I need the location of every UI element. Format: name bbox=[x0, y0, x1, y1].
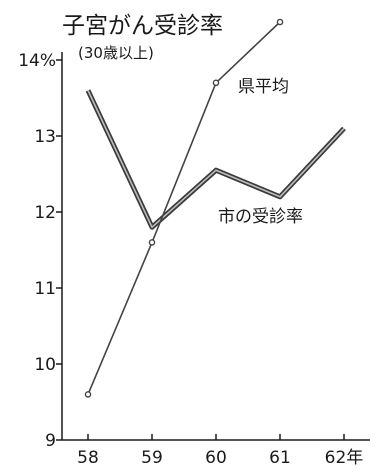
x-tick-label: 62年 bbox=[325, 448, 364, 468]
series-line-prefecture-average bbox=[87, 21, 281, 395]
series-line-city-rate-inner bbox=[87, 90, 345, 228]
x-tick-label: 58 bbox=[77, 448, 99, 468]
y-tick-label: 10 bbox=[34, 355, 56, 375]
y-tick-label: 11 bbox=[34, 279, 56, 299]
y-axis-ticks: 9 10 11 12 13 14% bbox=[18, 51, 62, 451]
chart-subtitle: (30歳以上) bbox=[78, 44, 154, 62]
y-tick-label: 9 bbox=[45, 431, 56, 451]
y-tick-label: 13 bbox=[34, 127, 56, 147]
series-line-city-rate bbox=[85, 89, 346, 230]
data-point-prefecture-average bbox=[212, 79, 220, 87]
series-label-city-rate: 市の受診率 bbox=[218, 207, 303, 227]
data-point-prefecture-average bbox=[148, 239, 156, 246]
x-axis-ticks: 58 59 60 61 62年 bbox=[77, 434, 363, 468]
x-tick-label: 61 bbox=[269, 448, 291, 468]
data-point-prefecture-average bbox=[276, 18, 284, 26]
chart-title: 子宮がん受診率 bbox=[62, 13, 223, 39]
series-layer bbox=[84, 18, 346, 398]
y-tick-label: 14% bbox=[18, 51, 56, 71]
y-tick-label: 12 bbox=[34, 203, 56, 223]
x-tick-label: 59 bbox=[141, 448, 163, 468]
x-tick-label: 60 bbox=[205, 448, 227, 468]
data-point-prefecture-average bbox=[84, 391, 92, 398]
series-label-prefecture-average: 県平均 bbox=[238, 77, 289, 97]
